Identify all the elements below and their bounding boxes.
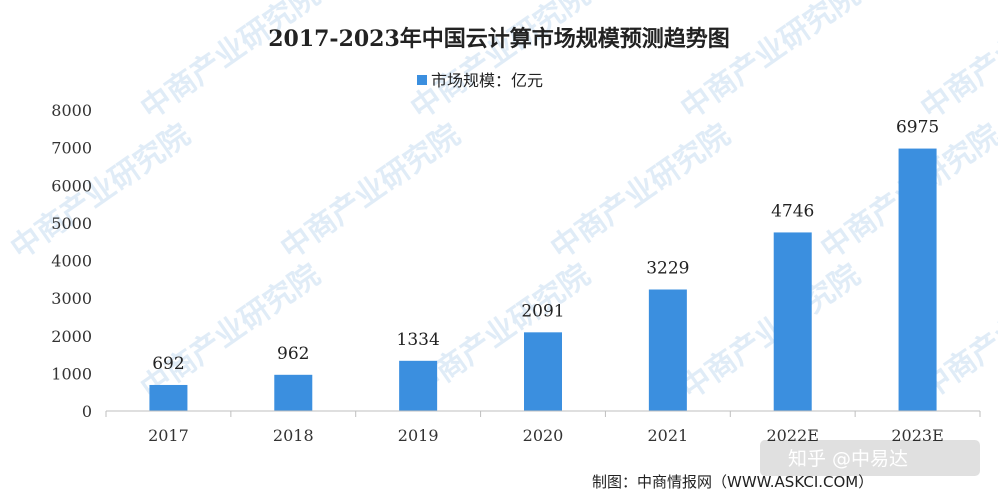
bar xyxy=(773,232,812,411)
chart-title: 2017-2023年中国云计算市场规模预测趋势图 xyxy=(268,26,730,52)
watermark-text: 中商产业研究院 xyxy=(915,0,998,127)
y-tick-label: 4000 xyxy=(51,252,92,271)
overlay-text: 知乎 @中易达 xyxy=(788,448,908,470)
x-tick-label: 2018 xyxy=(273,426,314,445)
legend-swatch xyxy=(417,75,427,85)
y-axis: 0 1000 2000 3000 4000 5000 6000 7000 8000 xyxy=(51,101,92,421)
y-tick-label: 5000 xyxy=(51,214,92,233)
y-tick-label: 8000 xyxy=(51,101,92,120)
y-tick-label: 7000 xyxy=(51,139,92,158)
source-note: 制图：中商情报网（WWW.ASKCI.COM） xyxy=(592,473,873,491)
x-tick-label: 2017 xyxy=(148,426,189,445)
watermark-text: 中商产业研究院 xyxy=(135,0,327,127)
overlay-banner: 知乎 @中易达 xyxy=(760,440,980,476)
bar xyxy=(399,360,438,411)
data-label: 692 xyxy=(152,354,184,374)
y-tick-label: 3000 xyxy=(51,289,92,308)
x-tick-label: 2021 xyxy=(647,426,688,445)
bar xyxy=(274,374,313,411)
bar xyxy=(149,384,188,411)
data-label: 2091 xyxy=(521,301,564,321)
watermark-text: 中商产业研究院 xyxy=(675,0,867,127)
bars: 692 962 1334 2091 3229 4746 6975 xyxy=(149,118,939,412)
y-tick-label: 6000 xyxy=(51,176,92,195)
watermark-text: 中商产业研究院 xyxy=(675,257,867,406)
data-label: 3229 xyxy=(646,259,689,279)
legend-label: 市场规模：亿元 xyxy=(431,71,543,90)
y-tick-label: 2000 xyxy=(51,327,92,346)
data-label: 962 xyxy=(277,344,309,364)
x-axis: 2017 2018 2019 2020 2021 2022E 2023E xyxy=(105,410,981,445)
bar xyxy=(648,289,687,411)
y-tick-label: 1000 xyxy=(51,364,92,383)
watermark-text: 中商产业研究院 xyxy=(545,117,737,266)
data-label: 4746 xyxy=(771,201,814,221)
watermark-text: 中商产业研究院 xyxy=(5,117,197,266)
x-tick-label: 2020 xyxy=(523,426,564,445)
watermark-text: 中商产业研究院 xyxy=(275,117,467,266)
bar xyxy=(524,332,562,411)
x-tick-label: 2023E xyxy=(891,426,943,445)
data-label: 6975 xyxy=(896,118,939,138)
y-tick-label: 0 xyxy=(82,402,92,421)
watermark-text: 中商产业研究院 xyxy=(405,0,597,127)
x-tick-label: 2019 xyxy=(398,426,439,445)
x-tick-label: 2022E xyxy=(767,426,819,445)
bar xyxy=(898,148,937,412)
data-label: 1334 xyxy=(397,330,440,350)
